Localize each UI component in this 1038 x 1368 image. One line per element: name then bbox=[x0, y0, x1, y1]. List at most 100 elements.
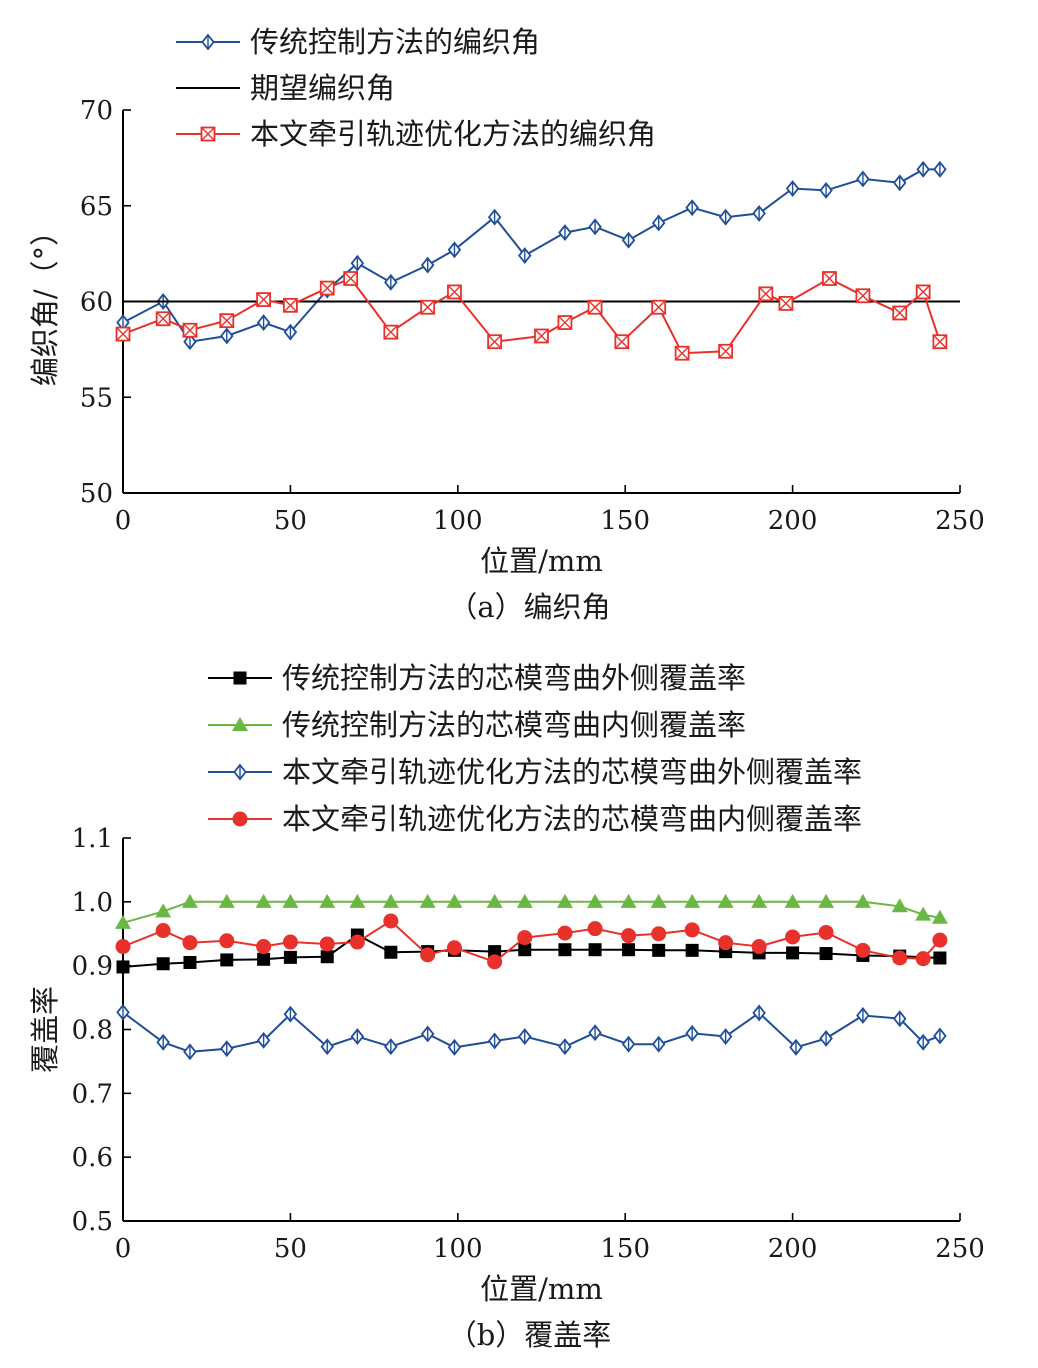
b-data-point bbox=[621, 928, 637, 944]
b-data-point bbox=[487, 1032, 502, 1050]
a-legend-label: 期望编织角 bbox=[250, 71, 395, 105]
b-legend-marker bbox=[232, 811, 248, 827]
b-data-point bbox=[319, 893, 336, 908]
a-data-point bbox=[915, 284, 931, 300]
b-data-point bbox=[155, 923, 171, 939]
a-legend-marker bbox=[200, 126, 216, 142]
a-legend-label: 本文牵引轨迹优化方法的编织角 bbox=[250, 117, 656, 151]
a-data-point-cross bbox=[182, 323, 197, 338]
a-legend-label: 传统控制方法的编织角 bbox=[250, 25, 540, 59]
a-data-point-cross bbox=[778, 296, 793, 311]
a-x-tick-label: 100 bbox=[433, 506, 483, 536]
b-legend-marker bbox=[233, 763, 247, 781]
b-data-point bbox=[684, 922, 700, 938]
a-data-point bbox=[420, 299, 436, 315]
b-data-point bbox=[116, 960, 130, 974]
a-data-point bbox=[282, 297, 298, 313]
a-data-point bbox=[621, 231, 636, 249]
b-legend-marker bbox=[233, 671, 247, 685]
a-data-point bbox=[778, 296, 794, 311]
a-data-point bbox=[651, 299, 667, 315]
b-data-point bbox=[420, 947, 436, 963]
b-data-point bbox=[718, 1028, 733, 1045]
b-data-point bbox=[256, 1031, 271, 1049]
b-data-point bbox=[818, 924, 834, 940]
chart-braiding-angle: 0 50 100 150 200 2505055606570位置/mm编织角/（°）（a）… bbox=[28, 25, 985, 624]
a-data-point bbox=[319, 280, 335, 296]
b-y-tick-label: 0.6 bbox=[72, 1143, 113, 1173]
b-x-tick-label: 50 bbox=[274, 1234, 307, 1264]
a-data-point-cross bbox=[675, 346, 690, 361]
b-data-point bbox=[115, 914, 131, 929]
b-legend-item: 传统控制方法的芯模弯曲外侧覆盖率 bbox=[208, 661, 746, 695]
b-x-tick-label: 0 bbox=[115, 1234, 132, 1264]
a-legend-item: 传统控制方法的编织角 bbox=[176, 25, 540, 59]
b-data-point bbox=[350, 1028, 365, 1045]
b-data-point bbox=[320, 1038, 334, 1056]
a-y-axis-label: 编织角/（°） bbox=[28, 217, 62, 386]
b-data-point bbox=[685, 1024, 699, 1042]
a-data-point bbox=[343, 271, 359, 286]
b-data-point bbox=[181, 893, 198, 908]
b-y-tick-label: 1.1 bbox=[72, 824, 113, 854]
b-data-point bbox=[685, 943, 699, 957]
a-data-point bbox=[933, 160, 947, 178]
b-data-point bbox=[717, 893, 734, 908]
a-data-point-cross bbox=[588, 300, 603, 315]
a-data-point bbox=[256, 314, 271, 332]
a-data-point bbox=[115, 326, 131, 342]
a-data-point-cross bbox=[383, 325, 398, 340]
b-data-point bbox=[255, 893, 272, 908]
b-data-point bbox=[488, 945, 502, 959]
b-data-point bbox=[785, 929, 801, 945]
a-data-point-cross bbox=[855, 288, 870, 303]
b-series-3 bbox=[115, 913, 948, 970]
b-caption: （b）覆盖率 bbox=[448, 1318, 612, 1352]
b-data-point bbox=[854, 893, 871, 908]
b-data-point bbox=[320, 950, 334, 964]
b-data-point bbox=[384, 1038, 398, 1056]
a-y-tick-label: 55 bbox=[80, 383, 113, 413]
b-data-point bbox=[384, 945, 398, 959]
b-data-point bbox=[651, 926, 667, 942]
b-data-point bbox=[933, 951, 947, 965]
a-data-point bbox=[892, 174, 907, 192]
b-data-point bbox=[588, 1024, 602, 1042]
b-x-tick-label: 100 bbox=[433, 1234, 483, 1264]
a-legend-item: 本文牵引轨迹优化方法的编织角 bbox=[176, 117, 656, 151]
a-data-point bbox=[487, 208, 502, 226]
a-data-point bbox=[718, 343, 734, 359]
b-data-point bbox=[516, 893, 533, 908]
a-data-point-cross bbox=[343, 271, 358, 286]
a-data-point bbox=[350, 254, 365, 272]
b-data-point bbox=[219, 933, 235, 949]
a-data-point bbox=[674, 345, 690, 361]
a-data-point bbox=[758, 286, 774, 302]
a-data-point bbox=[614, 334, 630, 350]
b-data-point bbox=[220, 953, 234, 967]
b-data-point bbox=[622, 943, 636, 957]
a-data-point-cross bbox=[447, 284, 462, 299]
b-y-tick-label: 0.7 bbox=[72, 1079, 113, 1109]
a-data-point-cross bbox=[283, 298, 298, 313]
b-data-point bbox=[183, 955, 197, 969]
b-data-point bbox=[932, 932, 948, 948]
b-data-point bbox=[487, 954, 503, 970]
b-legend-item: 本文牵引轨迹优化方法的芯模弯曲内侧覆盖率 bbox=[208, 802, 862, 836]
b-data-point bbox=[155, 903, 172, 918]
a-data-point-cross bbox=[932, 334, 947, 349]
b-data-point bbox=[446, 893, 463, 908]
a-caption: （a）编织角 bbox=[448, 590, 610, 624]
b-y-tick-label: 0.9 bbox=[72, 952, 113, 982]
b-series-line bbox=[122, 919, 941, 963]
a-x-tick-label: 0 bbox=[115, 506, 132, 536]
a-data-point-cross bbox=[256, 292, 271, 307]
b-data-point bbox=[218, 893, 235, 908]
a-data-point bbox=[587, 299, 603, 315]
b-y-tick-label: 0.8 bbox=[72, 1016, 113, 1046]
b-data-point bbox=[257, 952, 271, 966]
b-data-point bbox=[718, 935, 734, 951]
a-y-tick-label: 50 bbox=[80, 479, 113, 509]
b-data-point bbox=[556, 893, 573, 908]
